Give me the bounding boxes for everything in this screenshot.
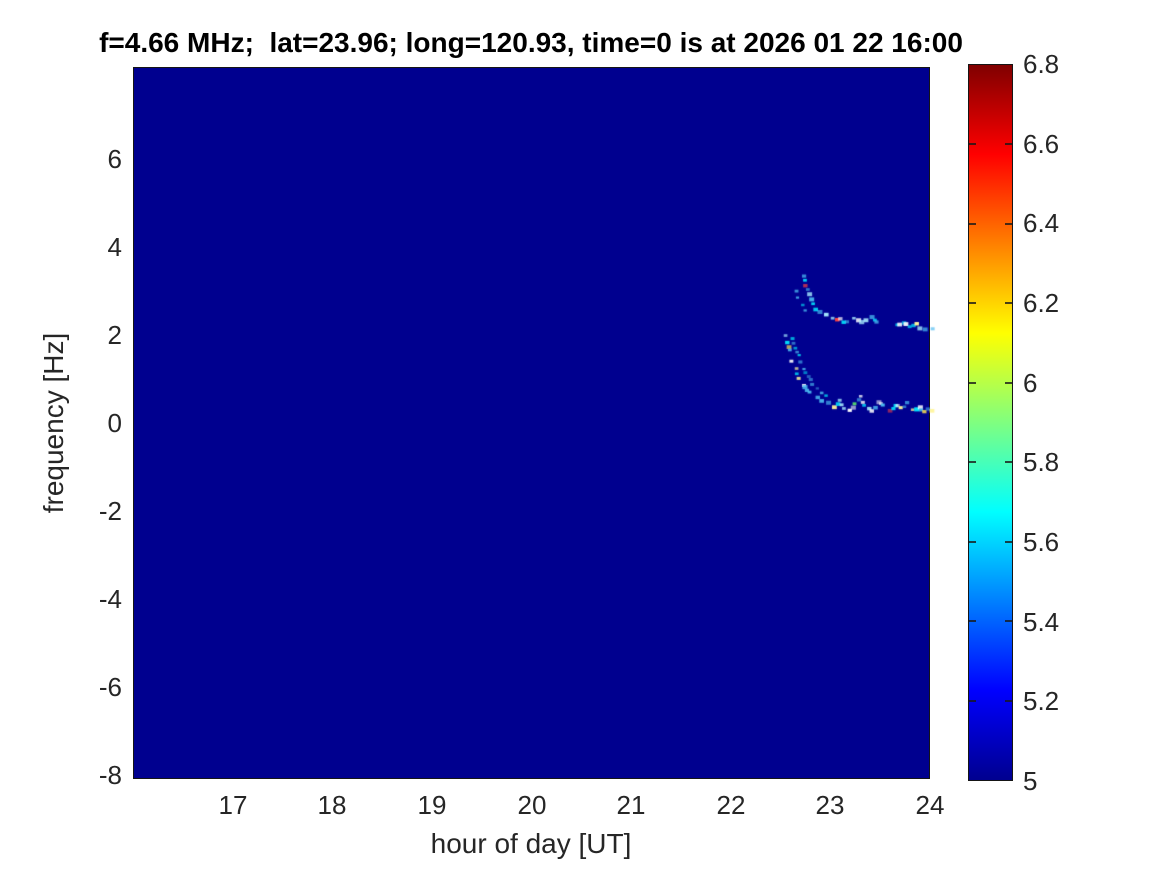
y-tick-label: 2 [107,320,122,350]
x-tick-label: 20 [517,790,547,820]
colorbar-tick-label: 5.2 [1023,686,1060,716]
x-tick-label: 21 [616,790,646,820]
x-tick-label: 18 [317,790,347,820]
y-tick-label: -4 [98,584,122,614]
heatmap-canvas [133,67,945,779]
colorbar-tick-label: 5.4 [1023,607,1060,637]
heatmap-plot-area [133,67,945,779]
figure-title: f=4.66 MHz; lat=23.96; long=120.93, time… [99,27,963,58]
x-axis-label: hour of day [UT] [430,828,632,859]
y-tick-label: -6 [98,672,122,702]
y-tick-label: -8 [98,760,122,790]
y-axis-label: frequency [Hz] [38,332,69,514]
y-tick-label: 6 [107,144,122,174]
colorbar-tick-label: 6 [1023,368,1038,398]
x-tick-label: 23 [815,790,845,820]
colorbar-gradient [968,64,1013,781]
colorbar-tick-label: 5 [1023,766,1038,796]
colorbar-tick-label: 6.4 [1023,208,1060,238]
colorbar-tick-label: 6.2 [1023,288,1060,318]
colorbar-tick-label: 5.6 [1023,527,1060,557]
x-tick-label: 22 [716,790,746,820]
x-tick-label: 24 [915,790,945,820]
x-tick-label: 19 [417,790,447,820]
colorbar-tick-label: 6.6 [1023,129,1060,159]
y-tick-label: 0 [107,408,122,438]
colorbar-tick-label: 5.8 [1023,447,1060,477]
x-tick-label: 17 [218,790,248,820]
y-tick-label: 4 [107,232,122,262]
colorbar-tick-label: 6.8 [1023,49,1060,79]
y-tick-label: -2 [98,496,122,526]
